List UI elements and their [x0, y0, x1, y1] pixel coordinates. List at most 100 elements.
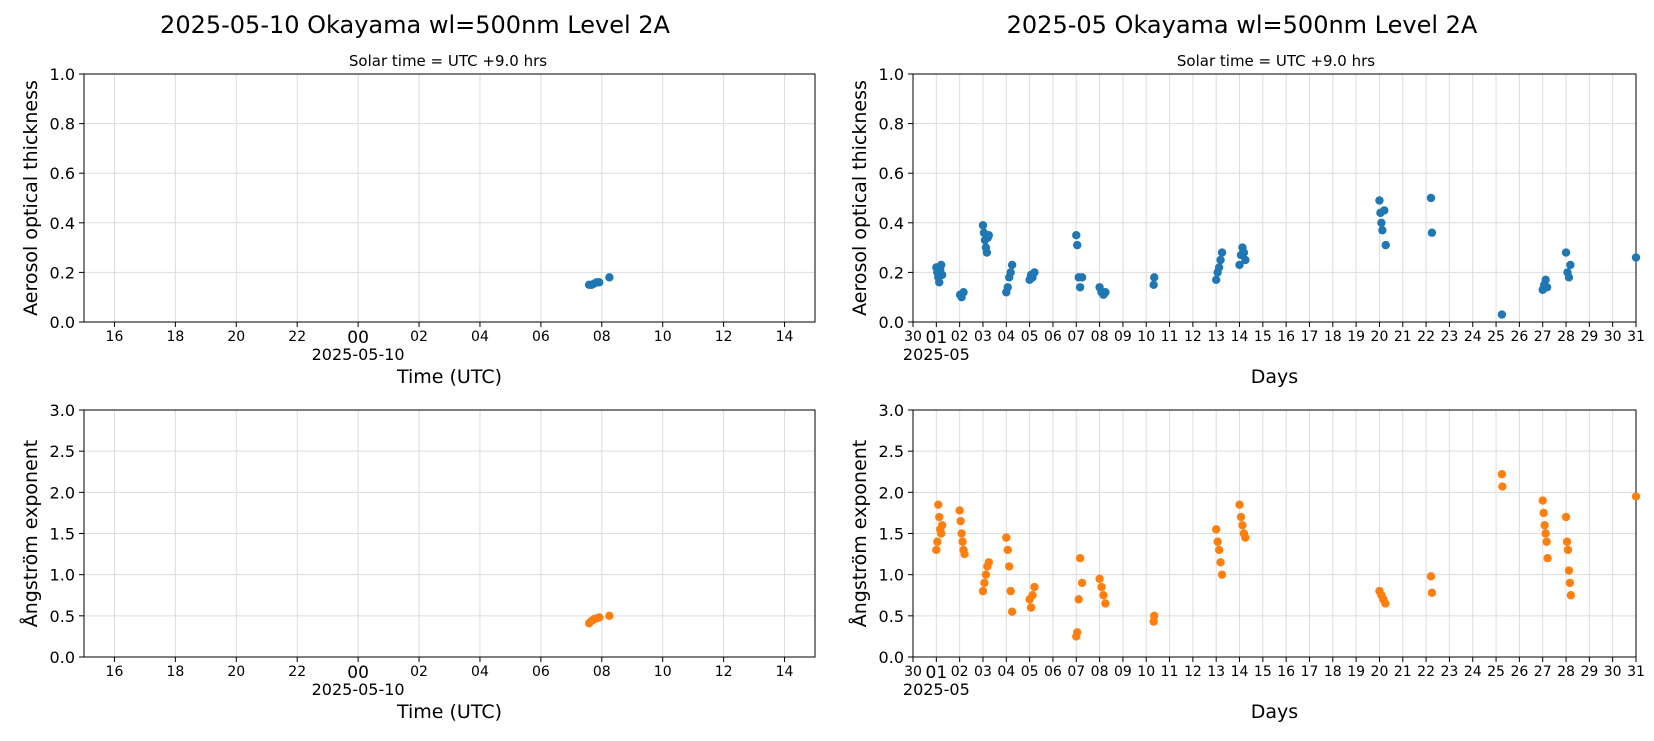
x-tick-label: 17 — [1301, 329, 1319, 345]
data-point — [1026, 603, 1036, 612]
data-point — [937, 270, 947, 280]
x-tick-label: 21 — [1394, 664, 1412, 680]
x-tick-label: 09 — [1114, 664, 1132, 680]
x-tick-label: 30 — [904, 329, 922, 345]
x-tick-label: 11 — [1161, 664, 1179, 680]
x-tick-label: 22 — [288, 329, 306, 345]
data-point — [1563, 545, 1573, 555]
data-point — [957, 529, 966, 538]
y-tick-label: 0.4 — [50, 214, 75, 233]
data-point — [1375, 196, 1384, 205]
data-point — [1236, 512, 1246, 522]
x-tick-label: 04 — [997, 329, 1015, 345]
x-tick-label: 03 — [974, 664, 992, 680]
data-point — [937, 521, 947, 530]
data-point — [1072, 231, 1081, 240]
x-tick-label: 02 — [951, 664, 969, 680]
x-tick-label: 08 — [1091, 329, 1109, 345]
x-tick-label: 23 — [1441, 329, 1459, 345]
data-point — [1631, 492, 1641, 501]
data-point — [935, 278, 944, 287]
x-tick-label: 31 — [1627, 329, 1645, 345]
x-tick-label: 29 — [1580, 664, 1598, 680]
data-point — [958, 537, 967, 546]
data-point — [978, 586, 988, 596]
x-axis-label: Time (UTC) — [396, 701, 502, 723]
x-tick-label: 02 — [410, 664, 428, 680]
x-tick-sublabel: 2025-05-10 — [312, 345, 405, 364]
x-tick-label: 08 — [593, 329, 611, 345]
y-tick-label: 1.0 — [50, 65, 75, 84]
data-point — [1427, 588, 1437, 597]
data-point — [932, 545, 941, 555]
x-tick-label: 04 — [471, 329, 489, 345]
data-point — [1381, 240, 1390, 250]
data-point — [1542, 283, 1552, 292]
x-tick-label: 25 — [1487, 329, 1505, 345]
y-tick-label: 0.5 — [879, 607, 904, 626]
data-point — [1028, 591, 1037, 600]
data-point — [1564, 273, 1574, 282]
y-axis-label: Aerosol optical thickness — [849, 80, 871, 316]
data-point — [936, 260, 946, 270]
data-point — [1241, 255, 1250, 265]
y-tick-label: 1.0 — [879, 65, 904, 84]
x-tick-label: 13 — [1207, 329, 1225, 345]
y-tick-label: 0.6 — [50, 164, 75, 183]
data-point — [1075, 283, 1085, 292]
right-subtitle: Solar time = UTC +9.0 hrs — [1177, 52, 1375, 70]
data-point — [595, 278, 604, 287]
x-tick-label: 10 — [654, 664, 672, 680]
data-point — [1006, 586, 1015, 596]
x-tick-label: 12 — [1184, 329, 1202, 345]
x-tick-label: 19 — [1347, 664, 1365, 680]
x-tick-label: 00 — [347, 663, 369, 683]
x-tick-label: 20 — [1371, 664, 1389, 680]
x-tick-label: 14 — [1231, 664, 1249, 680]
data-point — [1631, 253, 1641, 262]
y-tick-label: 0.0 — [879, 313, 904, 332]
data-point — [978, 221, 988, 230]
chart-panel-daily_angstrom: 0.0 0.5 1.0 1.5 2.0 2.5 3.0 16 18 20 22 002025-05-1… — [19, 401, 816, 723]
data-point — [1235, 500, 1244, 509]
x-tick-label: 10 — [1137, 664, 1155, 680]
data-point — [1562, 537, 1572, 546]
y-axis-label: Ångström exponent — [848, 440, 871, 628]
y-tick-label: 2.5 — [50, 442, 75, 461]
x-tick-label: 14 — [1231, 329, 1249, 345]
x-tick-label: 02 — [951, 329, 969, 345]
y-tick-label: 1.5 — [50, 525, 75, 544]
data-point — [1077, 578, 1087, 588]
x-tick-label: 31 — [1627, 664, 1645, 680]
x-tick-label: 18 — [166, 329, 184, 345]
x-tick-sublabel: 2025-05 — [903, 345, 970, 364]
left-subtitle: Solar time = UTC +9.0 hrs — [349, 52, 547, 70]
data-point — [605, 273, 614, 282]
x-tick-label: 16 — [106, 664, 124, 680]
plot-frame — [83, 73, 816, 323]
data-point — [1241, 533, 1250, 542]
data-point — [981, 570, 991, 579]
x-tick-label: 00 — [347, 328, 369, 348]
data-point — [1101, 599, 1110, 608]
x-tick-label: 19 — [1347, 329, 1365, 345]
y-axis-label: Ångström exponent — [19, 440, 42, 628]
data-point — [960, 549, 969, 559]
x-tick-label: 07 — [1067, 664, 1085, 680]
x-tick-label: 27 — [1534, 329, 1552, 345]
y-tick-label: 0.0 — [50, 648, 75, 667]
x-tick-label: 05 — [1021, 664, 1039, 680]
data-point — [1538, 496, 1547, 505]
y-tick-label: 1.0 — [50, 566, 75, 585]
data-point — [1101, 288, 1110, 297]
data-point — [1007, 260, 1017, 270]
data-point — [1099, 591, 1108, 600]
data-point — [1211, 525, 1221, 534]
x-tick-label: 05 — [1021, 329, 1039, 345]
x-tick-label: 21 — [1394, 329, 1412, 345]
y-tick-label: 0.0 — [50, 313, 75, 332]
data-point — [1426, 572, 1436, 581]
data-point — [1378, 226, 1387, 235]
y-tick-label: 3.0 — [879, 401, 904, 420]
y-tick-label: 1.5 — [879, 525, 904, 544]
